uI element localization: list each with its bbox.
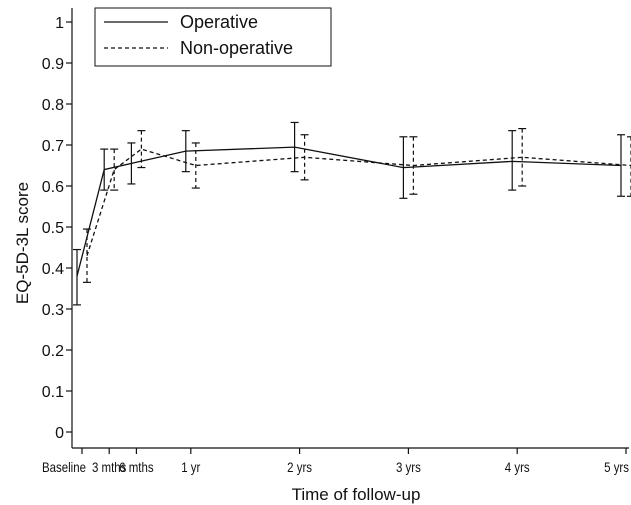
y-tick-label: 0 [55,425,64,442]
error-bar [83,228,91,283]
y-tick-label: 0.3 [42,302,64,319]
x-tick-label: 5 yrs [604,459,629,475]
y-tick-label: 0.2 [42,343,64,360]
error-bar [137,130,146,169]
error-bar [290,121,299,173]
error-bar [110,148,119,191]
error-bar [399,136,408,199]
y-tick-label: 0.4 [42,261,64,278]
error-bar [518,128,527,187]
y-axis-title: EQ-5D-3L score [13,182,32,304]
series-operative [73,121,625,306]
x-tick-label: 2 yrs [287,459,312,475]
legend-label-operative: Operative [180,12,258,32]
x-tick-label: 3 yrs [396,459,421,475]
error-bar [409,136,418,195]
axes [71,8,629,449]
y-tick-label: 0.5 [42,220,64,237]
error-bar [300,134,309,181]
y-ticks: 0 0.1 0.2 0.3 0.4 0.5 0.6 0.7 0.8 0.9 1 [42,15,72,442]
y-tick-label: 0.6 [42,179,64,196]
legend: Operative Non-operative [94,7,332,67]
x-tick-label: 1 yr [181,459,201,475]
y-tick-label: 0.7 [42,138,64,155]
error-bar [627,136,631,197]
error-bar [191,142,200,189]
error-bar [508,130,517,191]
y-tick-label: 0.8 [42,97,64,114]
x-tick-label: Baseline [42,459,86,475]
x-tick-label: 6 mths [119,459,153,475]
x-tick-label: 3 mths [92,459,126,475]
series-line [76,146,622,277]
error-bar [127,142,136,185]
series-non-operative [83,128,631,283]
error-bar [73,248,81,306]
series-layer [73,121,631,306]
error-bar [100,148,109,191]
y-tick-label: 0.1 [42,384,64,401]
error-bar [617,134,625,197]
x-tick-label: 4 yrs [505,459,530,475]
series-line [86,148,631,256]
legend-label-non-operative: Non-operative [180,38,293,58]
y-tick-label: 1 [55,15,64,32]
legend-box [94,7,332,67]
x-axis-title: Time of follow-up [292,485,421,504]
y-tick-label: 0.9 [42,56,64,73]
error-bar [181,130,190,173]
